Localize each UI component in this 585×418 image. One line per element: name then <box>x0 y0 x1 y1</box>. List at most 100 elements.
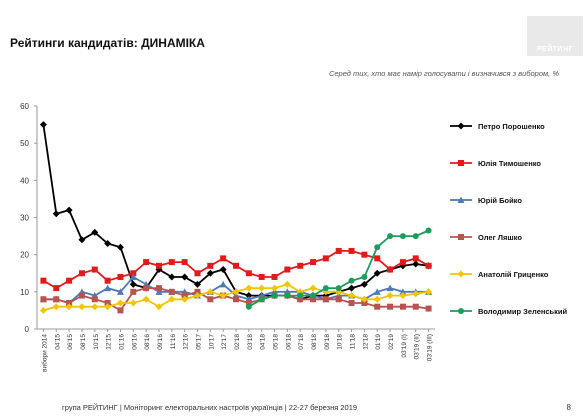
x-tick-label: 10'17 <box>208 334 215 350</box>
data-point <box>40 277 47 284</box>
data-point <box>219 266 227 274</box>
data-point <box>309 284 317 292</box>
data-point <box>168 295 176 303</box>
legend-marker <box>458 160 464 166</box>
data-point <box>386 292 394 300</box>
data-point <box>412 255 419 262</box>
legend-marker <box>457 122 465 130</box>
data-point <box>104 240 112 248</box>
data-point <box>361 299 368 306</box>
data-point <box>104 284 112 292</box>
legend-label: Петро Порошенко <box>478 122 545 131</box>
y-tick-label: 30 <box>20 214 29 223</box>
data-point <box>245 270 252 277</box>
x-tick-label: 02'18 <box>234 334 241 350</box>
data-point <box>360 280 368 288</box>
series-line <box>42 250 430 290</box>
data-point <box>297 262 304 269</box>
data-point <box>155 285 162 292</box>
data-point <box>348 299 355 306</box>
data-point <box>233 296 239 303</box>
series-line <box>42 124 429 301</box>
legend-marker <box>457 270 465 278</box>
x-tick-label: 08'15 <box>80 334 87 350</box>
data-point <box>373 295 381 303</box>
data-point <box>412 260 420 268</box>
data-point <box>193 280 201 288</box>
data-point <box>425 227 432 234</box>
legend-label: Анатолій Гриценко <box>478 270 549 279</box>
data-point <box>245 299 252 306</box>
data-point <box>116 299 124 307</box>
x-tick-label: 08'18 <box>311 334 318 350</box>
data-point <box>181 295 189 303</box>
data-point <box>117 273 124 280</box>
legend-marker <box>458 234 464 240</box>
data-point <box>206 269 214 277</box>
data-point <box>245 303 252 310</box>
data-point <box>425 262 432 269</box>
x-tick-label: 12'15 <box>106 334 113 350</box>
data-point <box>271 273 278 280</box>
data-point <box>322 296 329 303</box>
data-point <box>65 303 73 311</box>
data-point <box>129 280 137 288</box>
x-tick-label: 05'17 <box>195 334 202 350</box>
x-tick-label: 06'15 <box>67 334 74 350</box>
chart-title: Рейтинги кандидатів: ДИНАМІКА <box>10 36 205 50</box>
x-tick-label: 04'15 <box>54 334 61 350</box>
data-point <box>116 243 124 251</box>
data-point <box>245 284 253 292</box>
data-point <box>52 210 60 218</box>
legend-marker <box>458 308 464 314</box>
data-point <box>207 262 214 269</box>
data-point <box>168 288 175 295</box>
data-point <box>297 292 304 299</box>
data-point <box>258 273 265 280</box>
data-point <box>53 296 60 303</box>
y-tick-label: 20 <box>20 251 29 260</box>
data-point <box>168 259 175 266</box>
data-point <box>425 305 432 312</box>
x-tick-label: 03'19 (II) <box>414 334 421 359</box>
x-tick-label: 11'18 <box>350 334 357 350</box>
data-point <box>207 296 214 303</box>
data-point <box>335 296 342 303</box>
y-tick-label: 40 <box>20 176 29 185</box>
data-point <box>181 259 188 266</box>
x-tick-label: 12'18 <box>362 334 369 350</box>
data-point <box>233 262 239 269</box>
legend-label: Володимир Зеленський <box>478 307 568 316</box>
data-point <box>348 284 356 292</box>
data-point <box>297 296 304 303</box>
data-point <box>155 303 163 311</box>
x-tick-label: 11'16 <box>170 334 177 350</box>
data-point <box>310 292 317 299</box>
legend-marker <box>457 196 465 203</box>
data-point <box>399 292 407 300</box>
data-point <box>155 262 162 269</box>
x-tick-label: 06'16 <box>131 334 138 350</box>
legend-label: Юлія Тимошенко <box>478 159 541 168</box>
data-point <box>348 292 356 300</box>
x-tick-label: 04'18 <box>260 334 267 350</box>
legend-label: Олег Ляшко <box>478 233 522 242</box>
data-point <box>373 269 381 277</box>
data-point <box>193 292 201 300</box>
data-point <box>91 228 99 236</box>
data-point <box>284 266 291 273</box>
data-point <box>142 295 150 303</box>
footer-text: група РЕЙТИНГ | Моніторинг електоральних… <box>62 403 358 412</box>
data-point <box>245 292 253 300</box>
data-point <box>387 303 394 310</box>
data-point <box>78 303 86 311</box>
data-point <box>206 288 214 296</box>
y-tick-label: 50 <box>20 139 29 148</box>
x-tick-label: 03'19 (I) <box>401 334 408 358</box>
data-point <box>348 277 355 284</box>
data-point <box>78 236 86 244</box>
x-tick-label: 07'18 <box>298 334 305 350</box>
data-point <box>322 255 329 262</box>
data-point <box>52 303 60 311</box>
data-point <box>360 295 368 303</box>
